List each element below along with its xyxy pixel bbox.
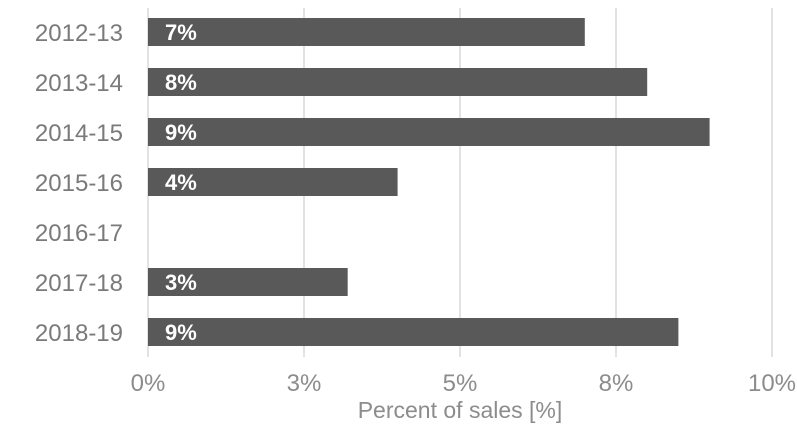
- x-tick-label: 8%: [599, 370, 634, 397]
- bar-2017-18: [148, 268, 348, 296]
- x-tick-label: 10%: [748, 370, 796, 397]
- category-label: 2017-18: [35, 270, 123, 297]
- gridlines: [147, 8, 773, 357]
- category-labels: 2012-13 2013-14 2014-15 2015-16 2016-17 2017-…: [35, 20, 123, 347]
- x-tick-labels: 0% 3% 5% 8% 10%: [131, 370, 796, 397]
- category-label: 2013-14: [35, 70, 123, 97]
- bars: 7% 8% 9% 4% 3% 9%: [148, 18, 710, 346]
- bar-2018-19: [148, 318, 679, 346]
- bar-2013-14: [148, 68, 648, 96]
- bar-2012-13: [148, 18, 585, 46]
- data-label: 8%: [165, 70, 197, 95]
- data-label: 7%: [165, 20, 197, 45]
- category-label: 2015-16: [35, 170, 123, 197]
- category-label: 2018-19: [35, 320, 123, 347]
- bar-2014-15: [148, 118, 710, 146]
- category-label: 2016-17: [35, 220, 123, 247]
- data-label: 4%: [165, 170, 197, 195]
- x-tick-label: 3%: [287, 370, 322, 397]
- bar-2015-16: [148, 168, 398, 196]
- x-tick-label: 5%: [443, 370, 478, 397]
- category-label: 2012-13: [35, 20, 123, 47]
- x-tick-label: 0%: [131, 370, 166, 397]
- data-label: 9%: [165, 120, 197, 145]
- data-label: 9%: [165, 320, 197, 345]
- data-label: 3%: [165, 270, 197, 295]
- x-axis-title: Percent of sales [%]: [358, 397, 563, 423]
- category-label: 2014-15: [35, 120, 123, 147]
